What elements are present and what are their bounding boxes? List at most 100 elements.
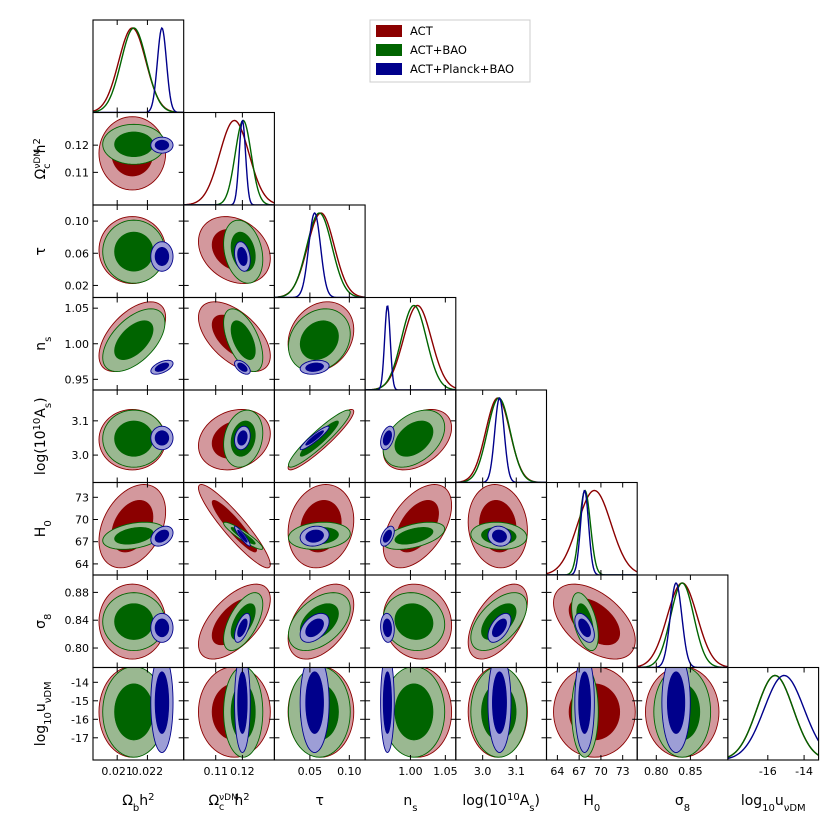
x-tick-label-logu: -16 (759, 765, 777, 778)
contour68-act-planck-bao-logA-ns (382, 430, 392, 446)
marginal-act-bao-s8 (637, 582, 728, 668)
y-tick-label-tau: 0.02 (65, 279, 90, 292)
legend-label-act: ACT (410, 24, 434, 38)
panel-content (287, 667, 355, 758)
contour68-act-bao-H0-omb (114, 527, 154, 545)
marginal-act-bao-omc (183, 119, 275, 205)
contour68-act-planck-bao-logu-omc (237, 671, 248, 734)
x-tick-label-ns: 1.05 (433, 765, 458, 778)
panel-logu-ns (364, 666, 457, 761)
marginal-act-planck-bao-s8 (637, 582, 728, 668)
panel-content (553, 667, 636, 758)
panel-frame (364, 296, 457, 391)
marginal-act-planck-bao-logu (727, 674, 819, 760)
contour68-act-bao-omc-omb (114, 131, 154, 158)
panel-logu-tau (273, 666, 366, 761)
contour68-act-planck-bao-omc-omb (154, 139, 170, 151)
x-tick-label-logu: -14 (795, 765, 813, 778)
marginal-act-planck-bao-H0 (546, 489, 638, 575)
x-tick-label-omb: 0.022 (132, 765, 164, 778)
panel-content (98, 409, 174, 471)
contour68-act-planck-bao-logu-tau (305, 671, 324, 734)
x-axis-label-ns: ns (403, 793, 417, 814)
panel-logu-logu (727, 666, 820, 761)
x-tick-label-H0: 70 (594, 765, 608, 778)
panel-content (467, 583, 528, 660)
x-axis-label-H0: H0 (583, 793, 600, 814)
panel-content (197, 484, 271, 569)
y-axis-label-ns: ns (33, 337, 54, 351)
panel-omc-omb (92, 111, 185, 206)
contour68-act-planck-bao-s8-ns (382, 618, 392, 638)
contour68-act-planck-bao-ns-omb (154, 362, 170, 372)
x-tick-label-tau: 0.05 (298, 765, 323, 778)
y-axis-label-logA: log(1010As) (32, 397, 54, 475)
contour68-act-planck-bao-ns-omc (237, 362, 248, 372)
contour68-act-bao-H0-ns (394, 527, 434, 545)
contour68-act-bao-s8-omb (114, 603, 154, 640)
contour68-act-planck-bao-s8-logA (492, 618, 507, 638)
panel-s8-omb (92, 574, 185, 669)
panel-content (287, 409, 355, 471)
x-tick-label-H0: 67 (572, 765, 586, 778)
panel-content (197, 216, 271, 284)
panel-ns-ns (364, 296, 457, 391)
labels-layer: 0.110.120.020.060.100.951.001.053.03.164… (32, 138, 814, 813)
marginal-act-logA (455, 397, 547, 483)
marginal-act-planck-bao-ns (365, 305, 456, 390)
y-tick-label-H0: 64 (75, 558, 89, 571)
panel-logu-s8 (636, 666, 729, 761)
marginal-act-planck-bao-omc (183, 119, 275, 205)
y-tick-label-omc: 0.11 (65, 166, 90, 179)
contour68-act-bao-tau-omb (114, 231, 154, 272)
y-tick-label-logu: -17 (71, 732, 89, 745)
contour68-act-planck-bao-H0-omb (154, 529, 170, 543)
contour68-act-planck-bao-logA-omb (154, 430, 170, 446)
panel-content (365, 304, 456, 390)
panel-frame (727, 666, 820, 761)
x-tick-label-s8: 0.80 (644, 765, 669, 778)
contour68-act-planck-bao-s8-omc (237, 618, 248, 638)
panel-H0-H0 (545, 481, 638, 576)
contour68-act-bao-logA-ns (394, 420, 434, 457)
contour68-act-planck-bao-H0-omc (237, 529, 248, 543)
contour68-act-planck-bao-ns-tau (305, 362, 324, 372)
panel-content (727, 674, 819, 760)
y-tick-label-H0: 70 (75, 514, 89, 527)
panel-logA-tau (273, 389, 366, 484)
panel-content (93, 26, 184, 113)
y-tick-label-tau: 0.06 (65, 247, 90, 260)
contour68-act-planck-bao-H0-logA (492, 529, 507, 543)
panel-content (98, 583, 174, 660)
marginal-act-bao-tau (274, 212, 366, 298)
x-axis-label-omc: ΩνDM c h2 (208, 792, 249, 814)
contour68-act-planck-bao-logu-logA (492, 671, 507, 734)
panel-s8-tau (273, 574, 366, 669)
y-tick-label-logu: -15 (71, 695, 89, 708)
panel-ns-omb (92, 296, 185, 391)
panel-logA-ns (364, 389, 457, 484)
marginal-act-planck-bao-tau (274, 212, 366, 298)
contour68-act-planck-bao-H0-tau (305, 529, 324, 543)
panel-content (380, 583, 453, 660)
panel-logA-logA (455, 389, 548, 484)
y-tick-label-s8: 0.84 (65, 614, 90, 627)
panel-content (553, 583, 636, 660)
marginal-act-planck-bao-omb (93, 26, 184, 113)
panel-content (197, 409, 271, 471)
panel-content (287, 484, 355, 569)
panel-content (98, 484, 174, 569)
y-tick-label-logA: 3.1 (72, 415, 90, 428)
panel-H0-omb (92, 481, 185, 576)
panel-content (274, 212, 366, 298)
legend-swatch-act (376, 25, 402, 37)
contour68-act-bao-ns-omb (114, 320, 154, 360)
x-axis-label-s8: σ8 (675, 793, 690, 814)
y-tick-label-H0: 67 (75, 536, 89, 549)
contour68-act-planck-bao-s8-omb (154, 618, 170, 638)
panel-H0-ns (364, 481, 457, 576)
panel-tau-omb (92, 204, 185, 299)
panel-omb-omb (92, 19, 185, 114)
contour68-act-planck-bao-H0-ns (382, 529, 392, 543)
